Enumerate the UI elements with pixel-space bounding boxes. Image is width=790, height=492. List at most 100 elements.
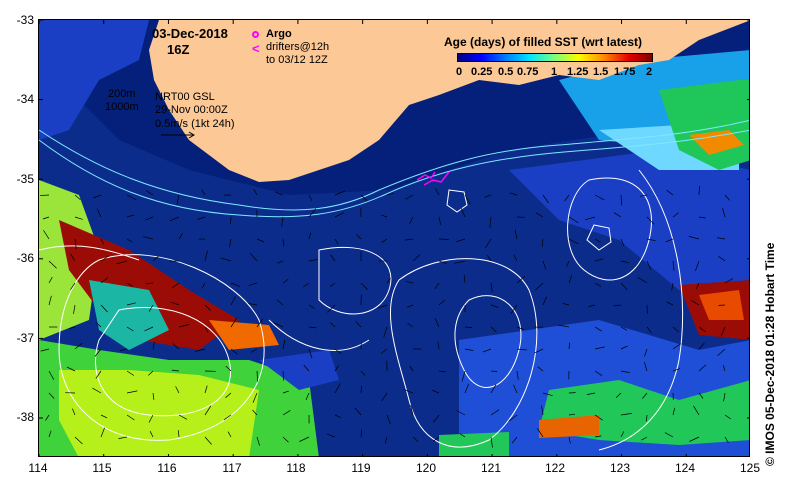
velocity-arrow [100,255,109,262]
velocity-arrow [672,212,680,218]
velocity-arrow [542,260,547,270]
velocity-arrow [118,436,128,439]
velocity-arrow [509,192,518,196]
velocity-arrow [454,260,466,264]
drifter-legend-sub: to 03/12 12Z [266,54,328,66]
velocity-arrow [516,326,524,330]
velocity-arrow [308,304,315,309]
velocity-arrow [568,342,570,350]
velocity-arrow [464,348,474,351]
velocity-arrow [308,348,313,359]
velocity-arrow [302,282,310,288]
velocity-arrow [438,260,447,264]
velocity-arrow [693,405,700,416]
velocity-arrow [689,436,700,442]
velocity-arrow [70,253,76,262]
velocity-arrow [48,430,52,438]
velocity-arrow [381,392,388,402]
velocity-arrow [718,256,726,262]
contour-line [39,245,140,261]
velocity-arrow [490,282,493,293]
lon-label: 116 [157,461,177,475]
lat-label: -37 [16,331,34,345]
lat-label: -34 [16,92,34,106]
drifter-track [423,171,450,186]
velocity-arrow [568,275,572,284]
velocity-arrow [386,192,394,196]
velocity-arrow [594,414,603,421]
velocity-arrow [542,392,553,397]
velocity-arrow [70,282,76,290]
velocity-arrow [334,365,339,372]
velocity-arrow [688,236,700,240]
gsl-label: NRT00 GSL [155,91,215,103]
velocity-arrow [43,230,50,240]
colorbar-tick: 2 [646,66,653,78]
velocity-arrow [513,254,518,262]
lon-label: 123 [609,461,631,475]
colorbar-tick: 0.5 [498,66,514,78]
velocity-arrow [282,410,291,416]
lon-label: 124 [674,461,696,475]
colorbar-tick: 1.75 [614,66,636,78]
velocity-arrow [487,255,492,262]
velocity-arrow [360,282,368,291]
velocity-arrow [383,326,388,338]
velocity-arrow [594,346,605,350]
velocity-arrow [273,322,284,328]
yellow-patch [59,370,259,456]
velocity-arrow [176,194,180,205]
velocity-arrow [282,339,286,350]
time-label: 16Z [167,42,190,57]
velocity-arrow [175,386,180,394]
velocity-arrow [308,259,318,262]
velocity-arrow [460,207,466,218]
lon-label: 125 [739,461,761,475]
lat-label: -35 [16,172,34,186]
velocity-arrow [303,364,310,372]
velocity-arrow [404,238,414,241]
contour-line [598,169,684,451]
velocity-arrow [664,432,674,438]
velocity-arrow [201,282,206,289]
velocity-arrow [594,370,603,376]
velocity-arrow [431,389,440,394]
velocity-arrow [672,407,676,416]
velocity-arrow [204,385,208,394]
velocity-arrow [74,194,81,201]
velocity-arrow [403,389,414,394]
velocity-arrow [40,348,50,352]
velocity-arrow [613,304,622,307]
velocity-arrow [490,384,497,394]
velocity-arrow [48,260,57,269]
velocity-arrow [724,278,734,284]
green-patch [439,432,509,456]
velocity-arrow [510,304,518,315]
velocity-arrow [432,436,440,442]
sst-age-map[interactable] [38,19,750,457]
velocity-arrow [256,238,265,243]
velocity-arrow [514,229,518,240]
velocity-arrow [354,407,362,416]
isobath-200m-label: 200m [108,88,136,100]
lon-label: 121 [480,461,502,475]
velocity-arrow [516,275,526,284]
velocity-arrow [672,343,682,350]
velocity-arrow [695,260,700,272]
velocity-arrow [405,280,414,284]
velocity-arrow [646,216,655,225]
velocity-arrow [620,413,632,416]
colorbar-title: Age (days) of filled SST (wrt latest) [444,35,643,49]
velocity-arrow [568,436,571,444]
blue-patch [509,150,749,300]
drifter-icon: < [252,41,260,56]
colorbar-tick: 1.5 [593,66,609,78]
velocity-arrow [461,370,466,382]
velocity-arrow [178,324,190,328]
velocity-arrow [45,414,50,421]
velocity-arrow [145,282,154,285]
velocity-arrow [698,342,705,350]
velocity-arrow [48,276,53,284]
velocity-arrow [534,348,544,354]
velocity-arrow [594,282,602,287]
